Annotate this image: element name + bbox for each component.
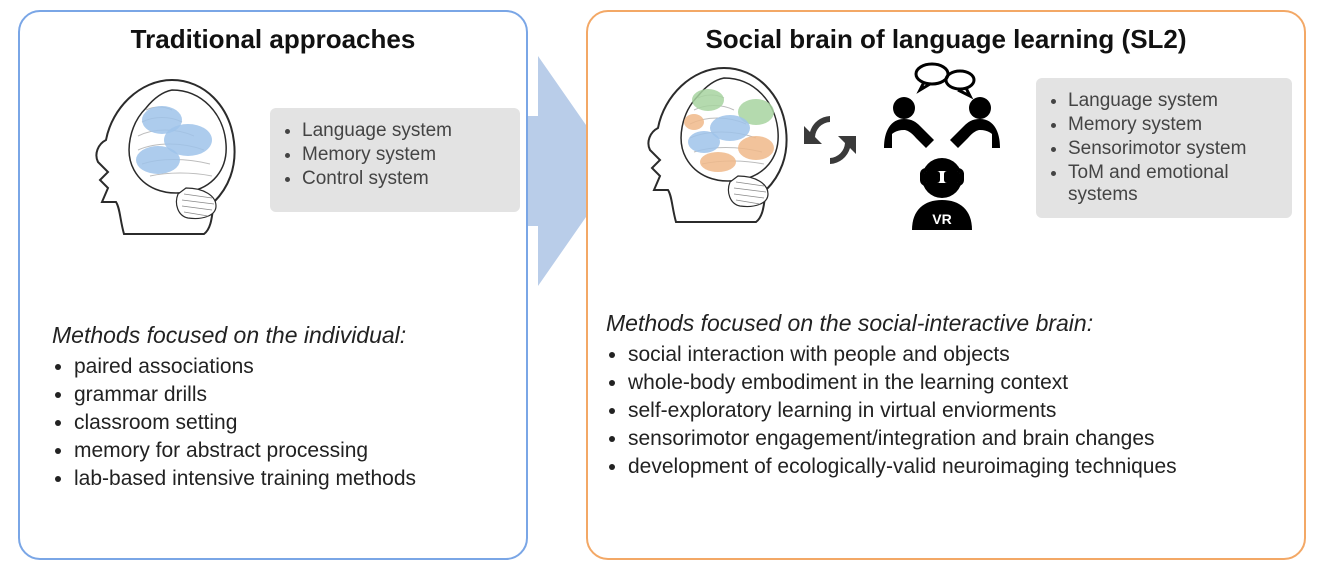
right-grey-box: Language system Memory system Sensorimot… (1036, 78, 1292, 218)
right-methods-title: Methods focused on the social-interactiv… (606, 310, 1286, 337)
vr-label: VR (932, 211, 951, 227)
right-methods: Methods focused on the social-interactiv… (606, 310, 1286, 483)
list-item: sensorimotor engagement/integration and … (628, 427, 1286, 451)
diagram-stage: Traditional approaches (0, 0, 1324, 574)
list-item: social interaction with people and objec… (628, 343, 1286, 367)
swap-arrows-svg (800, 110, 860, 170)
right-brain (606, 58, 796, 228)
left-methods-title: Methods focused on the individual: (52, 322, 522, 349)
vr-icon: VR (912, 158, 972, 230)
social-icons: VR (862, 60, 1022, 240)
speech-bubbles-icon (916, 64, 974, 96)
list-item: ToM and emotional systems (1068, 162, 1278, 206)
left-grey-box: Language system Memory system Control sy… (270, 108, 520, 212)
list-item: self-exploratory learning in virtual env… (628, 399, 1286, 423)
list-item: Sensorimotor system (1068, 138, 1278, 160)
right-systems-list: Language system Memory system Sensorimot… (1050, 90, 1278, 206)
list-item: Memory system (1068, 114, 1278, 136)
swap-arrows (800, 110, 860, 170)
list-item: Language system (1068, 90, 1278, 112)
list-item: whole-body embodiment in the learning co… (628, 371, 1286, 395)
left-methods: Methods focused on the individual: paire… (52, 322, 522, 495)
left-brain (54, 70, 244, 240)
left-title: Traditional approaches (20, 24, 526, 55)
list-item: Control system (302, 168, 506, 190)
list-item: Memory system (302, 144, 506, 166)
list-item: Language system (302, 120, 506, 142)
list-item: classroom setting (74, 411, 522, 435)
right-methods-list: social interaction with people and objec… (606, 343, 1286, 479)
left-systems-list: Language system Memory system Control sy… (284, 120, 506, 190)
social-icons-svg: VR (862, 60, 1022, 240)
list-item: paired associations (74, 355, 522, 379)
list-item: lab-based intensive training methods (74, 467, 522, 491)
left-brain-svg (54, 70, 244, 240)
left-methods-list: paired associations grammar drills class… (52, 355, 522, 491)
list-item: memory for abstract processing (74, 439, 522, 463)
list-item: development of ecologically-valid neuroi… (628, 455, 1286, 479)
right-title: Social brain of language learning (SL2) (588, 24, 1304, 55)
right-brain-svg (606, 58, 796, 228)
list-item: grammar drills (74, 383, 522, 407)
left-panel: Traditional approaches (18, 10, 528, 560)
people-icon (884, 97, 1000, 148)
